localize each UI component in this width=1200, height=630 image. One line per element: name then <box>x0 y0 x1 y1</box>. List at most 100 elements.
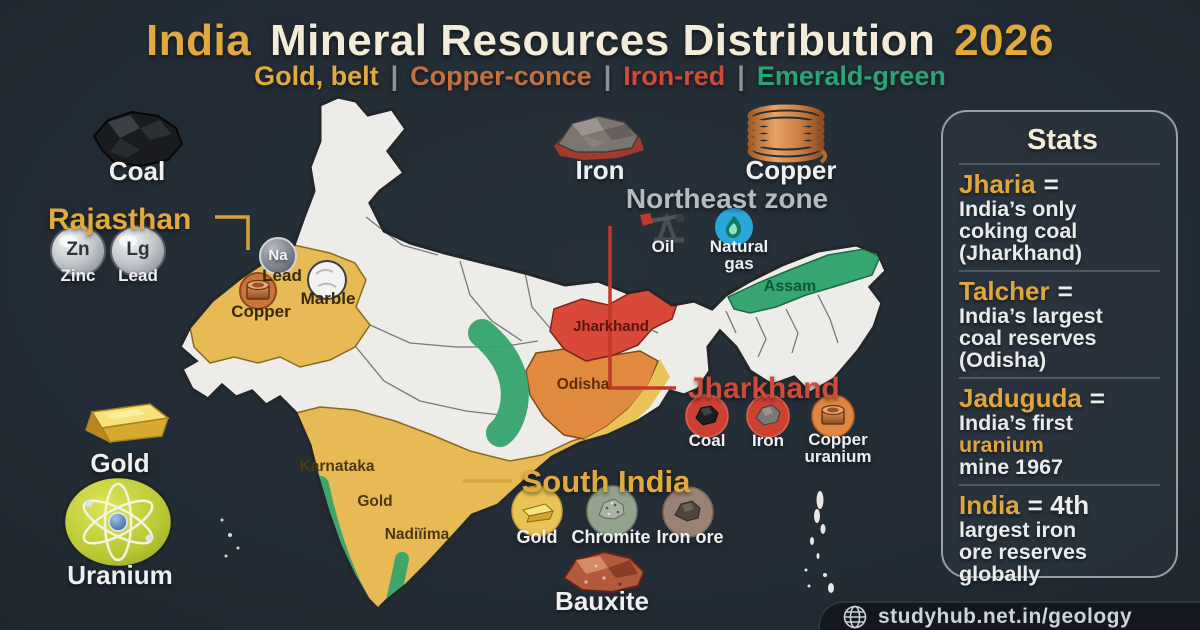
south-chromite-icon <box>586 485 638 537</box>
map-label-jharkhand: Jharkhand <box>573 318 649 335</box>
legend-copper: Copper-conce <box>410 61 592 91</box>
divider <box>959 377 1160 379</box>
jharkhand-iron-icon <box>746 394 790 438</box>
stat-entry-jaduguda: Jaduguda = India’s first uranium mine 196… <box>959 383 1166 479</box>
coal-icon <box>92 110 184 168</box>
legend-gold: Gold, belt <box>254 61 379 91</box>
jharkhand-copper-line1: Copper <box>808 430 868 449</box>
gold-bar-icon <box>85 403 170 444</box>
jharkhand-coal-label: Coal <box>688 431 726 450</box>
stat-line: largest iron <box>959 518 1077 542</box>
stat-entry-india: India = 4th largest iron ore reserves glo… <box>959 490 1166 586</box>
jharkhand-connector <box>608 226 676 390</box>
lead-symbol: Lg <box>126 239 150 260</box>
marble-marker-label: Marble <box>300 289 356 308</box>
natural-gas-icon <box>715 208 753 246</box>
stat-line: India’s largest <box>959 304 1103 328</box>
copper-marker-label: Copper <box>231 302 291 321</box>
stat-line: mine 1967 <box>959 455 1063 479</box>
color-key-legend: Gold, belt | Copper-conce | Iron-red | Emerald… <box>254 61 946 92</box>
stat-line: ore reserves <box>959 540 1087 564</box>
stat-key: India <box>959 490 1020 520</box>
zinc-label: Zinc <box>60 266 96 285</box>
jharkhand-callout-title: Jharkhand <box>688 372 840 405</box>
lead-marker-label: Lead <box>262 266 302 285</box>
title-main: Mineral Resources Distribution <box>269 16 936 65</box>
natural-gas-line1: Natural <box>709 237 769 256</box>
jharkhand-copper-line2: uranium <box>804 447 872 466</box>
south-ironore-label: Iron ore <box>656 527 724 547</box>
stat-line: (Jharkhand) <box>959 241 1083 265</box>
copper-coil-icon <box>747 104 828 164</box>
stat-line: India’s first <box>959 411 1073 435</box>
divider <box>959 163 1160 165</box>
map-label-assam: Assam <box>763 278 817 295</box>
footer-link[interactable]: studyhub.net.in/geology <box>878 604 1133 628</box>
stats-panel: Stats Jharia = India’s only coking coal (… <box>941 110 1178 585</box>
bauxite-icon <box>562 550 646 594</box>
stat-key: Jharia <box>959 169 1036 199</box>
coal-label: Coal <box>108 156 166 186</box>
legend-emerald: Emerald-green <box>756 61 946 91</box>
map-label-gold: Gold <box>357 493 393 510</box>
south-india-title: South India <box>521 464 691 499</box>
legend-separator: | <box>603 61 612 91</box>
oil-pump-icon <box>640 211 685 243</box>
uranium-label: Uranium <box>67 560 173 590</box>
copper-marker-icon <box>239 272 277 310</box>
northeast-zone-title: Northeast zone <box>625 183 829 214</box>
stat-entry-jharia: Jharia = India’s only coking coal (Jharkh… <box>959 169 1166 265</box>
rajasthan-callout-title: Rajasthan <box>48 203 192 236</box>
stat-line: India’s only <box>959 197 1077 221</box>
andaman-islands <box>804 491 834 593</box>
stat-line: coal reserves <box>959 326 1097 350</box>
copper-label: Copper <box>745 155 837 185</box>
stats-title: Stats <box>1027 124 1098 156</box>
oil-label: Oil <box>651 237 675 256</box>
stat-entry-talcher: Talcher = India’s largest coal reserves (… <box>959 276 1166 372</box>
south-gold-icon <box>511 485 563 537</box>
stat-line: (Odisha) <box>959 348 1047 372</box>
stat-eq: = <box>1057 276 1073 306</box>
assam-region <box>726 248 881 314</box>
stat-eq: = 4th <box>1027 490 1090 520</box>
legend-separator: | <box>737 61 745 91</box>
lead-pill-icon <box>110 225 166 277</box>
map-label-odisha: Odisha <box>556 376 610 393</box>
jharkhand-coal-icon <box>685 394 729 438</box>
lakshadweep-islands <box>220 518 240 558</box>
na-marker-symbol: Na <box>268 247 288 264</box>
stat-key: Jaduguda <box>959 383 1082 413</box>
marble-marker-icon <box>307 260 347 300</box>
stat-key: Talcher <box>959 276 1050 306</box>
uranium-icon <box>62 475 174 569</box>
title-year: 2026 <box>954 16 1054 65</box>
lead-label: Lead <box>118 266 158 285</box>
stat-line: coking coal <box>959 219 1078 243</box>
jharkhand-iron-label: Iron <box>751 431 785 450</box>
stat-eq: = <box>1089 383 1105 413</box>
globe-icon <box>842 604 868 630</box>
zinc-pill-icon <box>50 225 106 277</box>
gold-label: Gold <box>90 448 150 478</box>
stat-line-uranium: uranium <box>959 433 1044 457</box>
stat-eq: = <box>1043 169 1059 199</box>
map-label-nadima: Nadiïima <box>384 526 450 543</box>
footer-bar: studyhub.net.in/geology <box>818 601 1200 630</box>
jharkhand-copper-label: Copper uranium <box>804 431 871 465</box>
south-chromite-label: Chromite <box>571 527 651 547</box>
page-title: India Mineral Resources Distribution 202… <box>146 16 1054 66</box>
iron-icon <box>554 115 644 160</box>
title-prefix: India <box>146 16 252 65</box>
rajasthan-connector <box>215 215 250 250</box>
zinc-symbol: Zn <box>66 239 90 260</box>
jharkhand-copper-icon <box>811 394 855 438</box>
bauxite-label: Bauxite <box>555 586 649 616</box>
divider <box>959 484 1160 486</box>
iron-label: Iron <box>575 155 625 185</box>
south-gold-label: Gold <box>516 527 558 547</box>
map-label-karnataka: Karnataka <box>299 458 375 475</box>
south-ironore-icon <box>662 486 714 538</box>
